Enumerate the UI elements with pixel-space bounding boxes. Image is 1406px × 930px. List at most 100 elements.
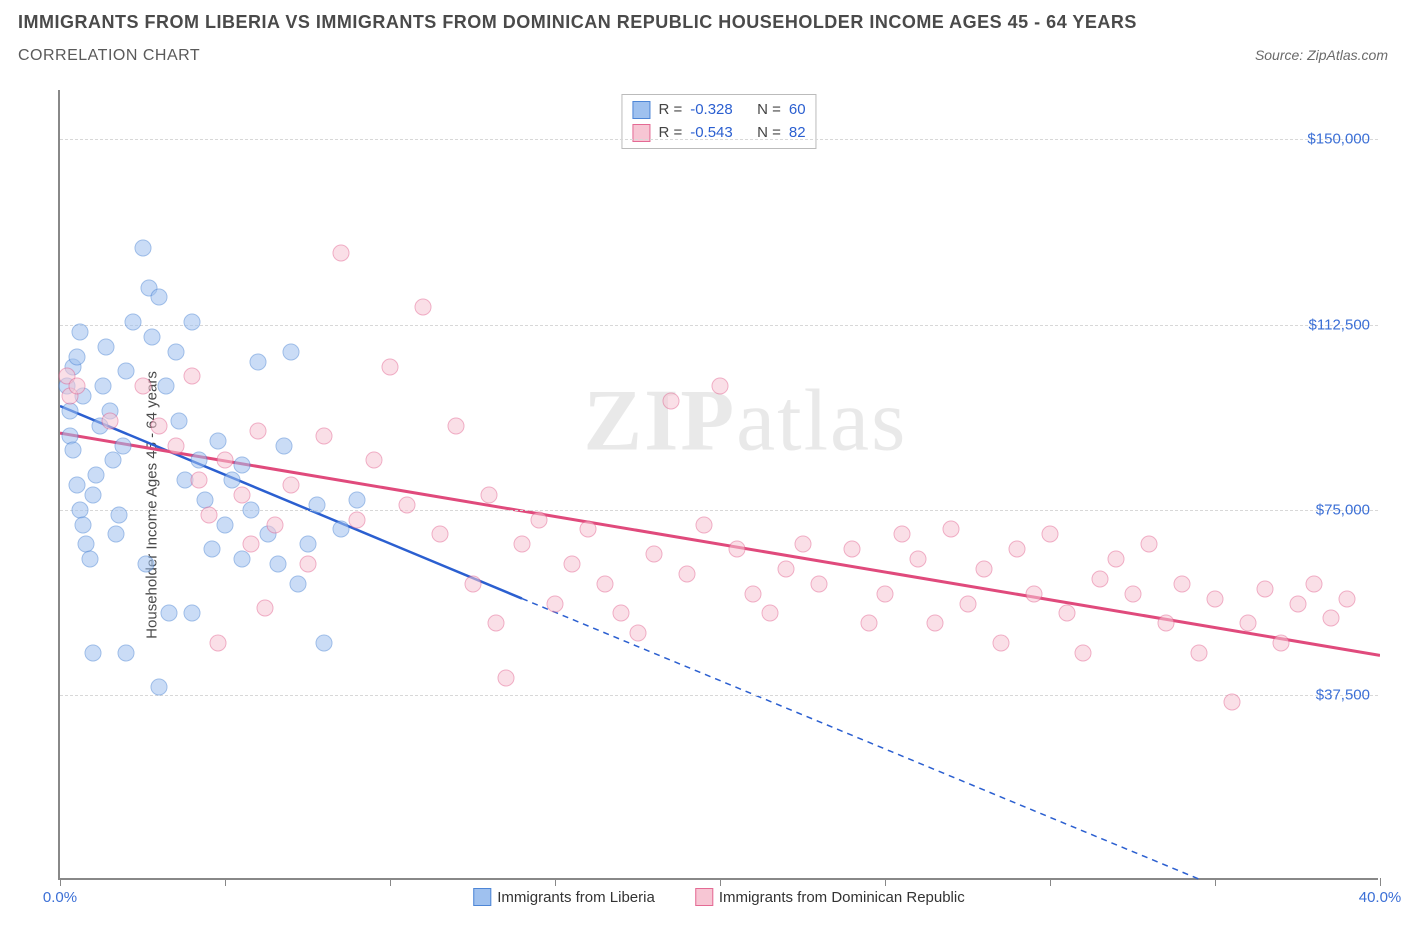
data-point — [1091, 570, 1108, 587]
data-point — [646, 546, 663, 563]
data-point — [266, 516, 283, 533]
data-point — [877, 585, 894, 602]
data-point — [68, 348, 85, 365]
data-point — [114, 437, 131, 454]
data-point — [250, 422, 267, 439]
stats-n-value: 60 — [789, 99, 806, 122]
y-tick-label: $75,000 — [1316, 501, 1370, 518]
data-point — [167, 437, 184, 454]
x-tick — [720, 878, 721, 886]
stats-label: R = — [658, 99, 682, 122]
data-point — [190, 452, 207, 469]
data-point — [167, 343, 184, 360]
data-point — [276, 437, 293, 454]
stats-row: R =-0.543 N =82 — [632, 122, 805, 145]
data-point — [1025, 585, 1042, 602]
x-tick — [555, 878, 556, 886]
data-point — [1240, 615, 1257, 632]
data-point — [662, 393, 679, 410]
data-point — [332, 521, 349, 538]
data-point — [811, 575, 828, 592]
legend-swatch — [632, 101, 650, 119]
data-point — [1223, 694, 1240, 711]
x-tick — [60, 878, 61, 886]
data-point — [448, 417, 465, 434]
data-point — [1174, 575, 1191, 592]
data-point — [233, 551, 250, 568]
data-point — [250, 353, 267, 370]
source-attribution: Source: ZipAtlas.com — [1255, 47, 1388, 63]
data-point — [88, 467, 105, 484]
data-point — [596, 575, 613, 592]
data-point — [233, 486, 250, 503]
data-point — [111, 506, 128, 523]
data-point — [316, 427, 333, 444]
data-point — [613, 605, 630, 622]
data-point — [190, 472, 207, 489]
data-point — [200, 506, 217, 523]
data-point — [728, 541, 745, 558]
plot-area: ZIPatlas R =-0.328 N =60R =-0.543 N =82 … — [58, 90, 1378, 880]
data-point — [98, 338, 115, 355]
data-point — [309, 496, 326, 513]
data-point — [1141, 536, 1158, 553]
data-point — [210, 432, 227, 449]
data-point — [160, 605, 177, 622]
data-point — [365, 452, 382, 469]
data-point — [349, 511, 366, 528]
data-point — [151, 289, 168, 306]
data-point — [94, 378, 111, 395]
data-point — [1322, 610, 1339, 627]
data-point — [778, 560, 795, 577]
legend-label: Immigrants from Dominican Republic — [719, 889, 965, 906]
data-point — [217, 516, 234, 533]
data-point — [487, 615, 504, 632]
trend-line-extrapolated — [522, 599, 1380, 880]
data-point — [101, 412, 118, 429]
stats-label: N = — [757, 122, 781, 145]
x-tick — [1215, 878, 1216, 886]
data-point — [137, 556, 154, 573]
data-point — [203, 541, 220, 558]
x-tick — [225, 878, 226, 886]
data-point — [976, 560, 993, 577]
data-point — [415, 299, 432, 316]
data-point — [1108, 551, 1125, 568]
data-point — [547, 595, 564, 612]
y-tick-label: $150,000 — [1307, 131, 1370, 148]
data-point — [332, 244, 349, 261]
data-point — [75, 516, 92, 533]
data-point — [85, 644, 102, 661]
y-tick-label: $112,500 — [1309, 316, 1370, 333]
data-point — [431, 526, 448, 543]
stats-row: R =-0.328 N =60 — [632, 99, 805, 122]
data-point — [695, 516, 712, 533]
data-point — [910, 551, 927, 568]
data-point — [170, 412, 187, 429]
gridline — [60, 325, 1378, 326]
data-point — [144, 328, 161, 345]
gridline — [60, 139, 1378, 140]
x-tick — [1380, 878, 1381, 886]
page-title: IMMIGRANTS FROM LIBERIA VS IMMIGRANTS FR… — [18, 12, 1388, 33]
stats-label: R = — [658, 122, 682, 145]
data-point — [893, 526, 910, 543]
data-point — [283, 477, 300, 494]
stats-r-value: -0.543 — [690, 122, 733, 145]
data-point — [629, 625, 646, 642]
data-point — [497, 669, 514, 686]
legend-swatch — [473, 888, 491, 906]
data-point — [481, 486, 498, 503]
data-point — [71, 323, 88, 340]
data-point — [1075, 644, 1092, 661]
data-point — [1256, 580, 1273, 597]
data-point — [712, 378, 729, 395]
legend-item: Immigrants from Liberia — [473, 888, 655, 906]
data-point — [1042, 526, 1059, 543]
data-point — [151, 417, 168, 434]
correlation-chart: Householder Income Ages 45 - 64 years ZI… — [18, 90, 1388, 920]
data-point — [530, 511, 547, 528]
x-tick — [1050, 878, 1051, 886]
data-point — [761, 605, 778, 622]
trend-line — [60, 406, 522, 599]
